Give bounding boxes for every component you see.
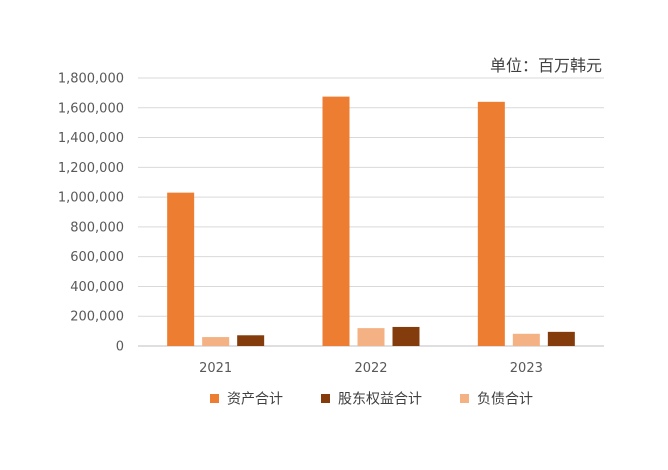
y-tick-label: 1,000,000 <box>58 191 124 206</box>
bars <box>167 96 575 346</box>
y-tick-label: 0 <box>116 340 124 355</box>
bar <box>512 333 540 346</box>
legend-label: 负债合计 <box>477 392 533 408</box>
y-tick-label: 1,400,000 <box>58 131 124 146</box>
x-tick-label: 2022 <box>354 361 387 376</box>
x-axis: 2021 2022 2023 <box>199 361 543 376</box>
x-tick-label: 2021 <box>199 361 232 376</box>
legend-swatch <box>460 394 469 403</box>
y-tick-label: 400,000 <box>70 280 124 295</box>
legend: 资产合计 股东权益合计 负债合计 <box>210 392 533 408</box>
y-tick-label: 600,000 <box>70 250 124 265</box>
y-tick-label: 1,800,000 <box>58 72 124 87</box>
bar <box>167 192 195 346</box>
bar <box>237 335 265 346</box>
y-tick-label: 1,200,000 <box>58 161 124 176</box>
unit-label: 单位：百万韩元 <box>489 56 602 75</box>
bar <box>357 328 385 346</box>
legend-swatch <box>321 394 330 403</box>
bar <box>322 96 350 346</box>
x-tick-label: 2023 <box>510 361 543 376</box>
bar <box>477 101 505 346</box>
bar <box>392 326 420 346</box>
bar <box>202 337 230 346</box>
legend-label: 股东权益合计 <box>338 392 422 408</box>
bar <box>547 331 575 346</box>
y-axis: 0 200,000 400,000 600,000 800,000 1,000,000 1,… <box>58 72 124 355</box>
legend-label: 资产合计 <box>227 392 283 408</box>
grid-lines <box>138 77 604 347</box>
y-tick-label: 1,600,000 <box>58 101 124 116</box>
y-tick-label: 200,000 <box>70 310 124 325</box>
legend-swatch <box>210 394 219 403</box>
y-tick-label: 800,000 <box>70 220 124 235</box>
